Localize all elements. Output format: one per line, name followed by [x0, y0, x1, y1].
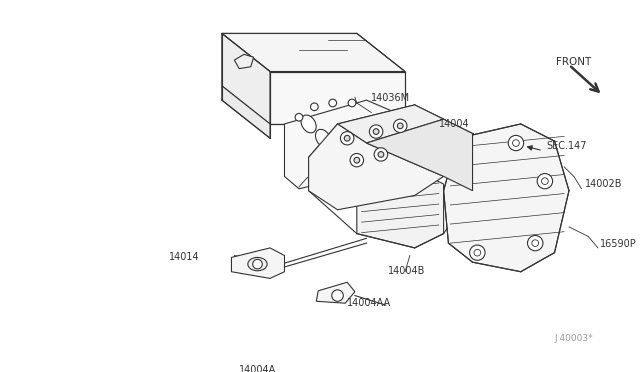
Polygon shape — [337, 105, 444, 143]
Ellipse shape — [342, 151, 356, 169]
Text: 14004AA: 14004AA — [347, 298, 391, 308]
Polygon shape — [285, 100, 396, 189]
Circle shape — [513, 140, 519, 146]
Circle shape — [378, 152, 384, 157]
Text: 14014: 14014 — [169, 253, 200, 262]
Polygon shape — [222, 33, 270, 124]
Text: 14004: 14004 — [439, 119, 469, 129]
Ellipse shape — [301, 115, 316, 133]
Circle shape — [310, 103, 318, 110]
Text: 14036M: 14036M — [371, 93, 410, 103]
Circle shape — [350, 154, 364, 167]
Circle shape — [348, 99, 356, 107]
Ellipse shape — [330, 139, 345, 157]
Circle shape — [541, 178, 548, 185]
Text: 14004B: 14004B — [388, 266, 425, 276]
Circle shape — [537, 173, 552, 189]
Circle shape — [508, 135, 524, 151]
Polygon shape — [232, 248, 285, 278]
Circle shape — [397, 123, 403, 129]
Circle shape — [394, 119, 407, 132]
Text: 14002B: 14002B — [586, 179, 623, 189]
Polygon shape — [308, 124, 444, 210]
Circle shape — [253, 259, 262, 269]
Polygon shape — [367, 119, 472, 191]
Circle shape — [329, 99, 337, 107]
Text: 16590P: 16590P — [600, 239, 637, 249]
Text: FRONT: FRONT — [556, 57, 592, 67]
Text: 14004A: 14004A — [239, 365, 276, 372]
Polygon shape — [270, 71, 405, 124]
Circle shape — [295, 113, 303, 121]
Polygon shape — [316, 282, 355, 303]
Circle shape — [344, 135, 350, 141]
Circle shape — [354, 157, 360, 163]
Circle shape — [532, 240, 539, 247]
Polygon shape — [222, 33, 405, 71]
Circle shape — [369, 125, 383, 138]
Circle shape — [474, 249, 481, 256]
Circle shape — [470, 245, 485, 260]
Polygon shape — [222, 86, 270, 138]
Polygon shape — [357, 170, 444, 248]
Circle shape — [340, 132, 354, 145]
Text: SEC.147: SEC.147 — [547, 141, 588, 151]
Polygon shape — [444, 124, 569, 272]
Circle shape — [527, 235, 543, 251]
Polygon shape — [234, 54, 253, 69]
Ellipse shape — [248, 257, 267, 271]
Text: J 40003*: J 40003* — [554, 334, 593, 343]
Ellipse shape — [316, 129, 331, 147]
Circle shape — [373, 129, 379, 134]
Circle shape — [332, 290, 343, 301]
Circle shape — [374, 148, 388, 161]
